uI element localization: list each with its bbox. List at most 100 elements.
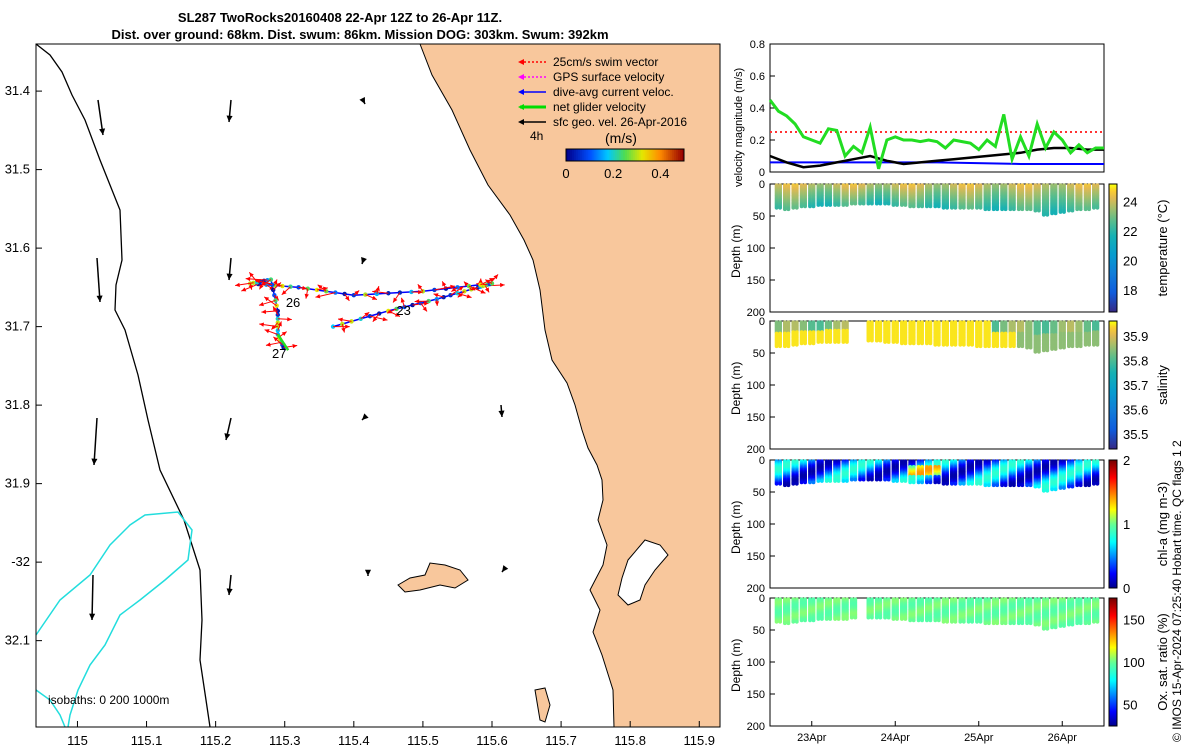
section-colorbar-segment (1109, 226, 1117, 229)
section-data-point (961, 481, 966, 486)
isobath-1000m-lower (35, 689, 66, 728)
section-data-point (774, 619, 779, 624)
section-data-point (911, 480, 916, 485)
swim-vector-arrow-head (375, 286, 380, 291)
geo-velocity-arrow-head (362, 413, 369, 420)
legend-label: GPS surface velocity (553, 70, 664, 84)
section-data-point (925, 204, 929, 209)
section-data-point (811, 618, 816, 623)
section-data-point (1016, 344, 1021, 349)
section-colorbar-segment (1109, 264, 1117, 267)
section-colorbar-segment (1109, 248, 1117, 251)
section-data-point (824, 479, 829, 483)
colorbar-frame (565, 148, 685, 162)
section-data-point (1050, 347, 1054, 351)
section-data-point (799, 204, 804, 209)
section-data-point (886, 340, 891, 344)
section-colorbar-segment (1109, 278, 1117, 281)
colorbar-segment (680, 149, 683, 161)
section-data-point (966, 342, 971, 347)
section-data-point (991, 344, 996, 349)
section-colorbar-segment (1109, 186, 1117, 189)
section-colorbar-segment (1109, 272, 1117, 275)
section-data-point (928, 341, 933, 346)
section-data-point (833, 617, 837, 621)
colorbar-segment (611, 149, 614, 161)
section-data-point (858, 201, 862, 206)
colorbar-segment (623, 149, 626, 161)
section-data-point (870, 477, 874, 482)
section-data-point (1092, 342, 1096, 347)
track-point (296, 285, 301, 290)
section-data-point (833, 340, 837, 344)
section-data-point (1041, 348, 1046, 353)
section-colorbar-segment (1109, 210, 1117, 213)
section-colorbar-segment (1109, 190, 1117, 193)
section-y-tick-label: 100 (747, 243, 765, 255)
section-data-point (811, 341, 816, 346)
colorbar-segment (648, 149, 652, 161)
section-data-point (803, 480, 807, 485)
section-data-point (1083, 483, 1088, 488)
section-data-point (908, 204, 913, 209)
section-data-point (1070, 208, 1075, 213)
section-data-point (816, 340, 821, 344)
legend-swatch-head (518, 74, 524, 80)
section-data-point (941, 481, 946, 486)
map-x-tick-label: 115 (67, 733, 88, 748)
section-data-point (1008, 207, 1013, 212)
section-data-point (1041, 212, 1046, 217)
section-colorbar-tick-label: 0 (1123, 581, 1130, 596)
velocity-y-tick-label: 0.2 (750, 135, 765, 147)
section-data-point (820, 340, 824, 344)
section-y-tick-label: 150 (747, 551, 765, 563)
legend-label: dive-avg current veloc. (553, 85, 674, 99)
swim-vector-arrow-head (414, 299, 420, 304)
section-data-point (1020, 483, 1025, 488)
section-data-point (1083, 342, 1088, 347)
section-colorbar-frame (1108, 183, 1118, 313)
section-data-point (983, 207, 988, 212)
section-data-point (1092, 205, 1096, 210)
section-data-point (1008, 483, 1013, 488)
swim-vector-arrow-head (393, 297, 398, 303)
swim-vector-arrow-head (304, 293, 309, 299)
track-point (410, 302, 415, 308)
colorbar-segment (625, 149, 628, 161)
section-data-point (953, 342, 958, 347)
legend-swatch-head (518, 119, 524, 125)
legend-label: net glider velocity (553, 100, 646, 114)
section-colorbar-segment (1109, 230, 1117, 233)
swim-vector-arrow-head (341, 327, 346, 333)
island-small (534, 687, 551, 723)
section-data-point (886, 477, 891, 482)
section-data-point (991, 207, 996, 212)
section-data-point (836, 617, 841, 621)
section-data-point (1062, 486, 1066, 490)
section-colorbar-segment (1109, 218, 1117, 221)
section-data-point (903, 479, 908, 483)
section-data-point (987, 483, 991, 488)
section-data-point (1003, 344, 1008, 349)
section-colorbar-tick-label: 2 (1123, 453, 1130, 468)
section-colorbar-segment (1109, 280, 1117, 283)
section-data-point (1050, 487, 1054, 492)
swim-vector-arrow-head (245, 276, 251, 282)
section-colorbar-segment (1109, 196, 1117, 199)
section-data-point (824, 340, 829, 344)
section-colorbar-segment (1109, 222, 1117, 225)
colorbar-segment (666, 149, 669, 161)
section-colorbar-segment (1109, 294, 1117, 297)
track-point (363, 292, 368, 297)
section-data-point (803, 618, 807, 623)
section-data-point (936, 480, 941, 485)
section-data-point (816, 617, 821, 621)
section-data-point (995, 207, 1000, 212)
section-data-point (970, 481, 974, 486)
section-data-point (1067, 208, 1071, 213)
section-data-point (841, 340, 846, 344)
section-data-point (953, 205, 958, 210)
colorbar-segment (642, 149, 646, 161)
colorbar-segment (595, 149, 598, 161)
section-data-point (941, 205, 946, 210)
